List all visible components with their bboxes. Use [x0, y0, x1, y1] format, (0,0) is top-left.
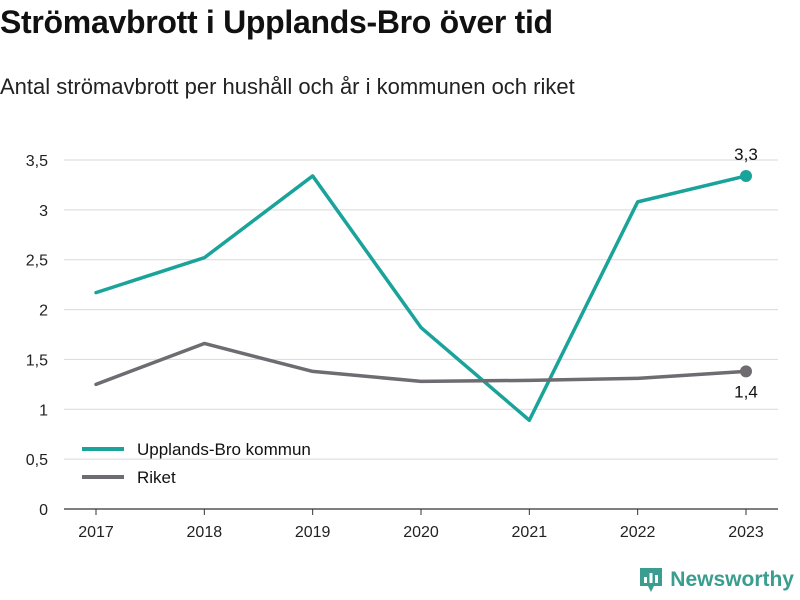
y-tick-label: 2 — [39, 303, 48, 320]
series-lines: 3,3 1,4 — [94, 145, 758, 423]
data-point — [740, 365, 752, 378]
legend-label: Riket — [137, 468, 176, 487]
x-tick-label: 2023 — [728, 524, 764, 541]
x-tick-label: 2022 — [620, 524, 656, 541]
x-tick-label: 2020 — [403, 524, 439, 541]
brand-name: Newsworthy — [670, 568, 794, 591]
y-tick-label: 0 — [39, 502, 48, 519]
y-tick-label: 3,5 — [26, 153, 48, 170]
y-axis: 0 0,5 1 1,5 2 2,5 3 3,5 — [26, 153, 48, 519]
chart-subtitle: Antal strömavbrott per hushåll och år i … — [0, 74, 575, 99]
series-line-1 — [94, 341, 748, 387]
newsworthy-brand: Newsworthy — [638, 566, 794, 594]
y-tick-label: 1 — [39, 402, 48, 419]
legend: Upplands-Bro kommun Riket — [82, 440, 311, 487]
y-tick-label: 0,5 — [26, 452, 48, 469]
x-tick-label: 2017 — [78, 524, 114, 541]
chart-title: Strömavbrott i Upplands-Bro över tid — [0, 4, 553, 40]
y-tick-label: 1,5 — [26, 352, 48, 369]
y-tick-label: 3 — [39, 203, 48, 220]
x-tick-label: 2018 — [187, 524, 223, 541]
x-tick-label: 2019 — [295, 524, 331, 541]
x-axis: 2017 2018 2019 2020 2021 2022 2023 — [64, 508, 778, 541]
gridlines — [64, 159, 778, 460]
y-tick-label: 2,5 — [26, 253, 48, 270]
end-value-label: 3,3 — [734, 145, 758, 164]
data-point — [740, 169, 752, 182]
x-tick-label: 2021 — [512, 524, 548, 541]
end-value-label: 1,4 — [734, 382, 758, 401]
series-line-0 — [94, 174, 748, 423]
legend-label: Upplands-Bro kommun — [137, 440, 311, 459]
newsworthy-logo-icon — [640, 568, 663, 592]
